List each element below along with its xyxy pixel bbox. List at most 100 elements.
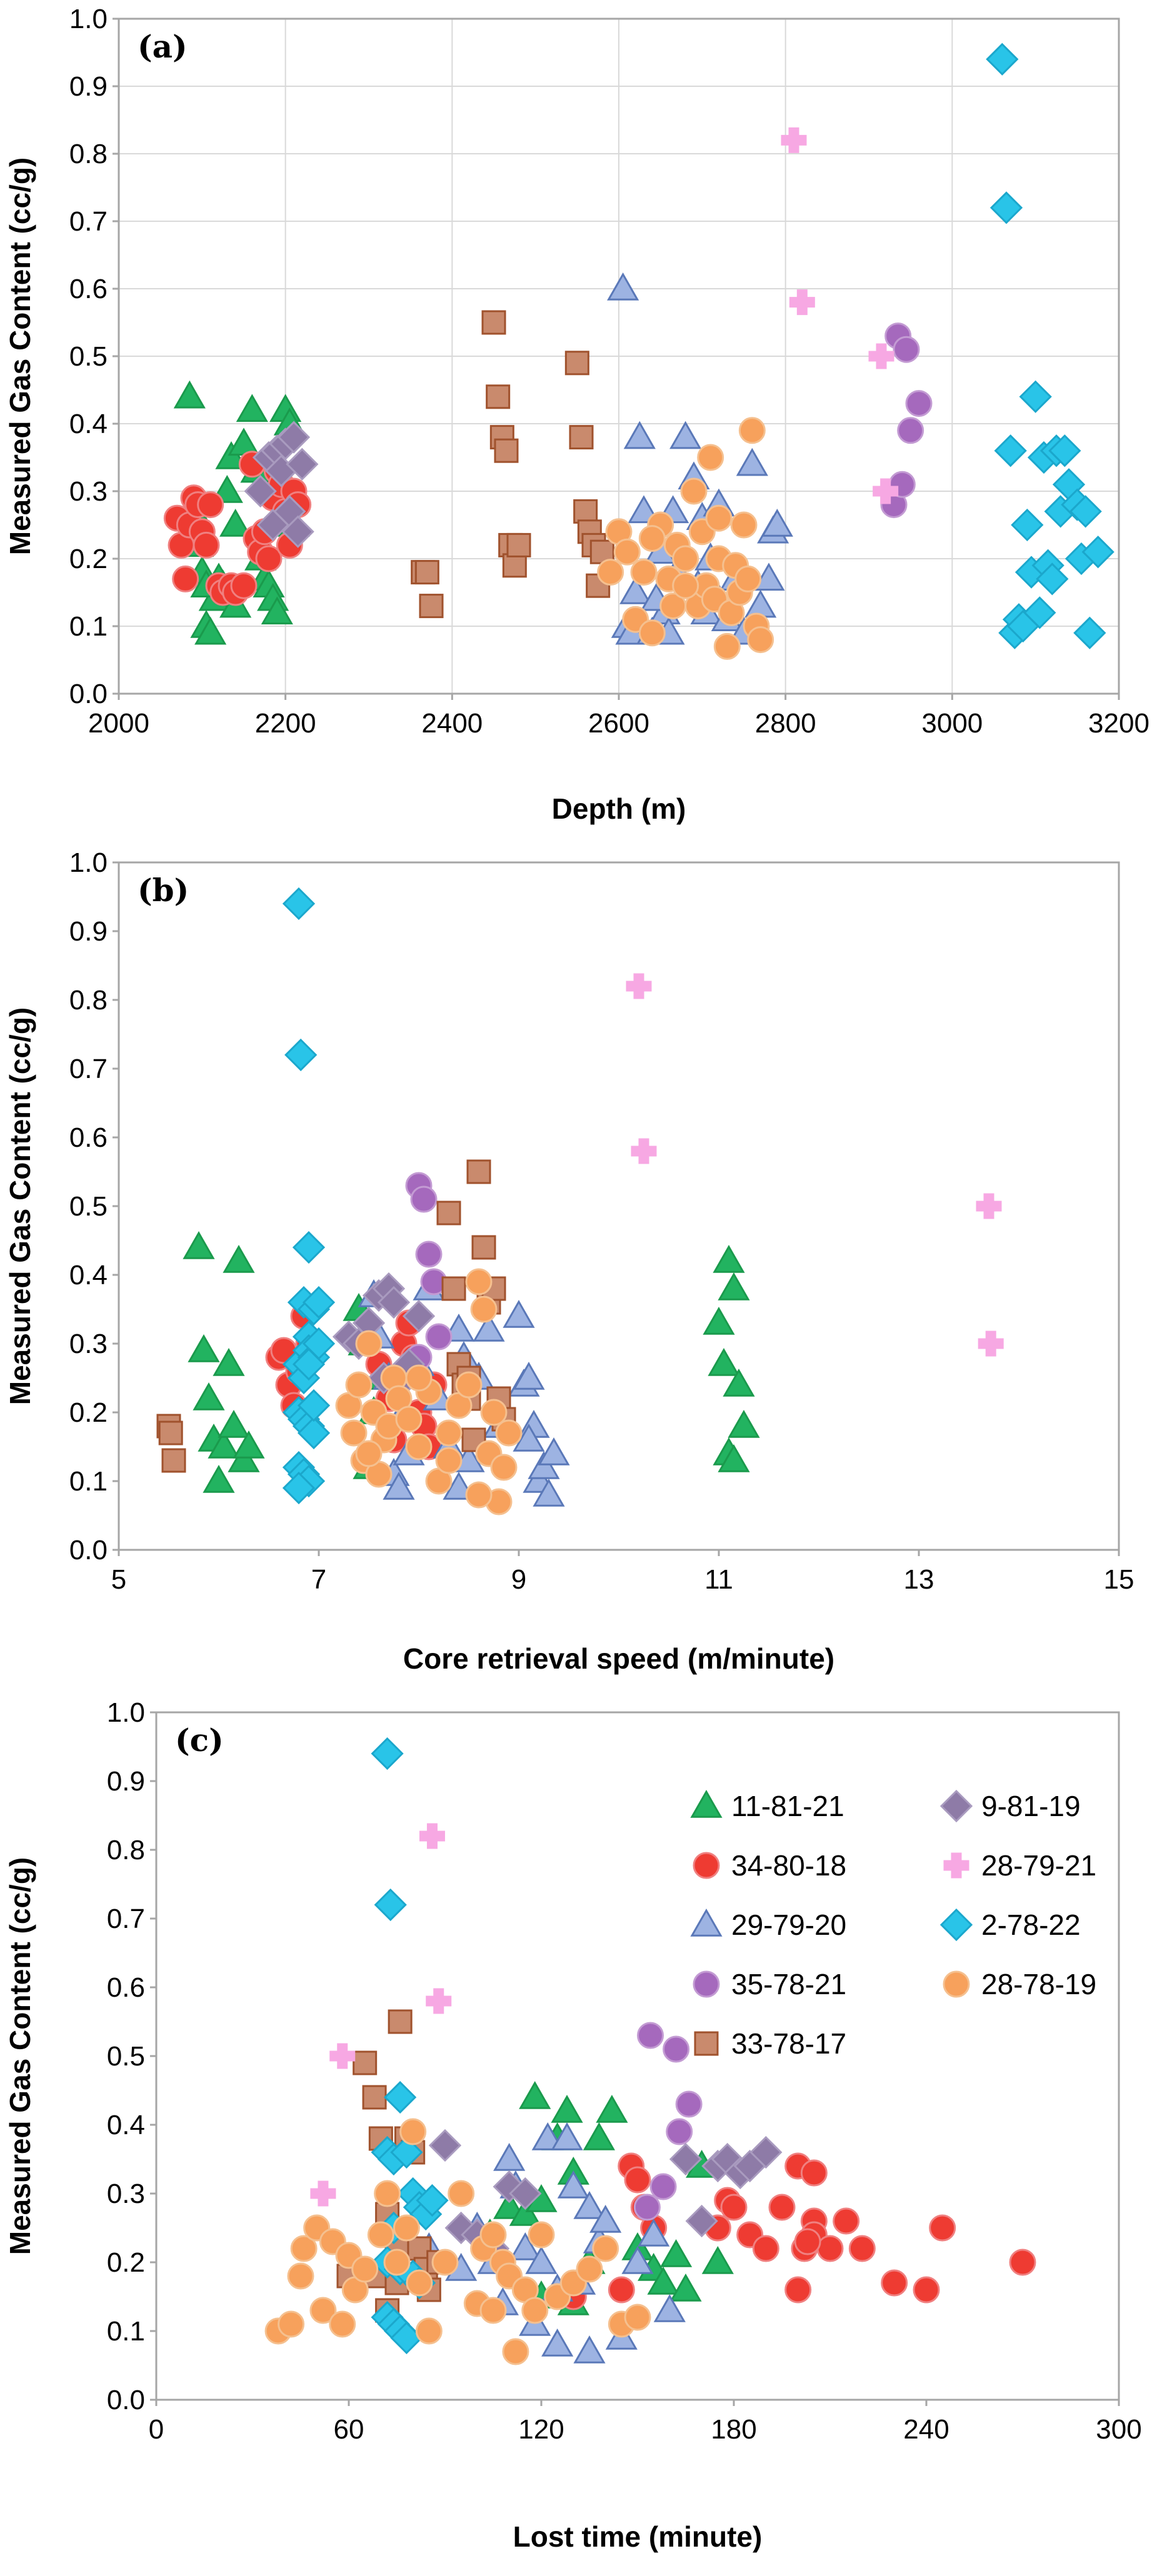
y-tick-label: 0.5	[107, 2041, 145, 2072]
data-point	[1073, 616, 1106, 649]
data-point	[158, 1420, 183, 1445]
data-point	[685, 2204, 718, 2238]
x-tick-label: 3000	[921, 708, 983, 739]
data-point	[728, 1409, 760, 1438]
y-tick-label: 0.0	[69, 1535, 108, 1565]
data-point	[367, 2221, 394, 2249]
legend-label: 11-81-21	[731, 1790, 844, 1822]
data-point	[193, 1382, 225, 1410]
data-point	[406, 2269, 433, 2297]
data-point	[1036, 562, 1069, 596]
data-point	[1081, 536, 1114, 569]
data-point	[525, 2245, 558, 2274]
data-point	[431, 2249, 459, 2276]
data-point	[761, 508, 793, 537]
data-point	[1011, 508, 1044, 542]
data-point	[377, 1286, 411, 1319]
y-tick-label: 0.4	[107, 2110, 145, 2140]
data-point	[183, 1231, 215, 1259]
x-tick-label: 2600	[588, 708, 649, 739]
y-tick-label: 0.3	[107, 2179, 145, 2209]
data-point	[873, 478, 899, 504]
y-axis-label: Measured Gas Content (cc/g)	[4, 157, 36, 555]
data-point	[986, 42, 1019, 76]
y-axis-label: Measured Gas Content (cc/g)	[4, 1857, 36, 2255]
data-point	[493, 2190, 526, 2219]
data-point	[1048, 434, 1081, 467]
y-tick-label: 0.2	[69, 544, 108, 574]
legend-label: 34-80-18	[731, 1849, 846, 1882]
y-tick-label: 0.8	[69, 985, 108, 1016]
data-point	[219, 508, 252, 537]
data-point	[405, 1433, 433, 1460]
plot-frame	[118, 861, 1120, 1551]
data-point	[723, 1368, 755, 1397]
data-point	[528, 1450, 560, 1479]
data-point	[672, 572, 699, 599]
data-point	[1023, 596, 1056, 629]
data-point	[208, 1430, 240, 1459]
x-tick-label: 120	[518, 2414, 564, 2445]
data-point	[218, 1409, 250, 1438]
series-2-78-22	[282, 887, 336, 1505]
data-point	[302, 1327, 336, 1360]
data-point	[647, 2266, 679, 2295]
data-point	[281, 515, 314, 548]
data-point	[989, 191, 1023, 224]
data-point	[638, 619, 666, 647]
plot-frame	[155, 1711, 1120, 2401]
series-33-78-17	[411, 310, 614, 619]
legend-label: 33-78-17	[731, 2027, 846, 2060]
x-tick-label: 2000	[88, 708, 149, 739]
data-point	[519, 2080, 551, 2109]
data-point	[621, 2245, 654, 2274]
y-tick-label: 0.1	[69, 1466, 108, 1497]
y-tick-label: 0.2	[69, 1397, 108, 1428]
data-point	[405, 1364, 433, 1392]
data-point	[528, 2221, 555, 2249]
data-point	[194, 616, 227, 645]
data-point	[708, 1347, 740, 1376]
data-point	[435, 1447, 463, 1474]
chart-panel-b: 0.0 0.1 0.2 0.3 0.4 0.5 0.6 0.7 0.8 0.9 1.0 5 7 9 11 13…	[4, 847, 1134, 1675]
data-point	[388, 2009, 413, 2034]
data-point	[282, 1471, 316, 1505]
data-point	[355, 1330, 383, 1357]
data-point	[513, 1361, 545, 1390]
y-tick-label: 0.3	[69, 1329, 108, 1359]
x-tick-label: 2400	[421, 708, 483, 739]
data-point	[384, 2080, 417, 2114]
data-point	[551, 2094, 583, 2123]
data-point	[426, 1988, 452, 2014]
data-point	[402, 1299, 436, 1333]
data-point	[868, 343, 894, 369]
data-point	[738, 417, 766, 444]
data-point	[541, 2328, 574, 2357]
data-point	[309, 2297, 337, 2324]
data-point	[374, 1888, 407, 1922]
data-point	[538, 1437, 570, 1465]
series-35-78-21	[633, 2022, 703, 2221]
y-tick-label: 0.6	[69, 1122, 108, 1153]
data-point	[329, 2310, 356, 2338]
series-28-79-21	[781, 127, 899, 504]
data-point	[680, 477, 708, 505]
data-point	[502, 2338, 529, 2365]
legend-marker	[694, 2031, 719, 2056]
y-axis-label: Measured Gas Content (cc/g)	[4, 1007, 36, 1405]
series-28-78-19	[264, 2118, 651, 2365]
data-point	[513, 1423, 545, 1452]
data-point	[223, 1244, 255, 1273]
x-tick-label: 300	[1096, 2414, 1141, 2445]
data-point	[471, 1235, 496, 1260]
data-point	[624, 2304, 651, 2331]
data-point	[494, 438, 519, 463]
data-point	[675, 2090, 703, 2118]
data-point	[720, 2194, 748, 2221]
data-point	[172, 565, 199, 592]
x-tick-label: 15	[1104, 1564, 1134, 1595]
y-tick-label: 0.5	[69, 341, 108, 372]
data-point	[490, 1454, 518, 1481]
data-point	[833, 2207, 860, 2235]
data-point	[233, 1430, 265, 1459]
